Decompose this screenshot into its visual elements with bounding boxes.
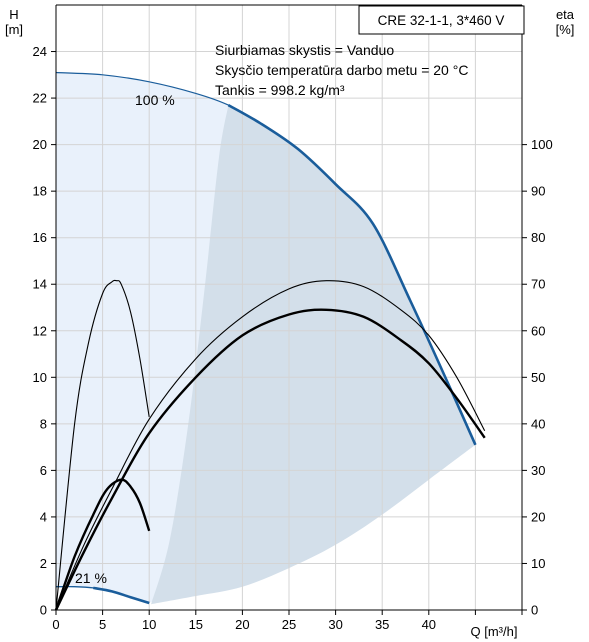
info-temperature: Skysčio temperatūra darbo metu = 20 °C [215,62,468,78]
x-tick-label: 30 [328,617,342,632]
info-density: Tankis = 998.2 kg/m³ [215,82,345,98]
curves [54,71,486,611]
curve-black-1 [55,279,150,611]
y-left-tick-label: 0 [40,603,47,618]
y-left-tick-label: 8 [40,416,47,431]
x-tick-label: 20 [235,617,249,632]
y-right-tick-label: 40 [531,416,545,431]
x-tick-label: 35 [375,617,389,632]
x-tick-label: 5 [99,617,106,632]
chart-title: CRE 32-1-1, 3*460 V [378,13,505,28]
operating-areas [56,72,476,605]
y-right-tick-label: 10 [531,556,545,571]
y-left-tick-label: 10 [33,370,47,385]
y-left-tick-label: 24 [33,44,47,59]
y-left-title-line2: [m] [5,22,23,37]
curve-black-3 [55,280,486,611]
y-left-tick-label: 2 [40,556,47,571]
y-right-tick-label: 20 [531,509,545,524]
y-left-tick-label: 6 [40,463,47,478]
y-left-tick-label: 16 [33,230,47,245]
recommended-operating-range [151,105,476,605]
y-right-tick-label: 30 [531,463,545,478]
curve-black-2 [54,478,151,611]
curve-black-4 [54,308,486,611]
y-left-tick-label: 14 [33,277,47,292]
x-tick-label: 40 [422,617,436,632]
y-left-tick-label: 12 [33,323,47,338]
y-right-tick-label: 0 [531,603,538,618]
y-left-tick-label: 22 [33,91,47,106]
y-right-tick-label: 60 [531,323,545,338]
y-left-tick-label: 20 [33,137,47,152]
y-right-tick-label: 80 [531,230,545,245]
speed-label-21: 21 % [75,570,107,586]
y-left-title-line1: H [9,7,18,22]
curve-21-percent-operating [93,586,150,605]
y-right-title-line2: [%] [556,22,575,37]
y-right-tick-label: 70 [531,277,545,292]
model-box [358,5,525,35]
x-axis-title: Q [m³/h] [471,624,518,639]
x-tick-label: 10 [142,617,156,632]
y-right-title-line1: eta [556,7,575,22]
x-tick-label: 0 [52,617,59,632]
y-right-tick-label: 90 [531,184,545,199]
axes: 0 5 10 15 20 25 30 35 40024681012141618202224010… [33,4,553,632]
speed-label-100: 100 % [135,92,175,108]
x-tick-label: 15 [189,617,203,632]
y-left-tick-label: 4 [40,509,47,524]
y-right-tick-label: 100 [531,137,553,152]
curve-100-percent-operating [227,103,477,446]
x-tick-label: 25 [282,617,296,632]
y-right-tick-label: 50 [531,370,545,385]
info-liquid: Siurbiamas skystis = Vanduo [215,42,394,58]
y-left-tick-label: 18 [33,184,47,199]
